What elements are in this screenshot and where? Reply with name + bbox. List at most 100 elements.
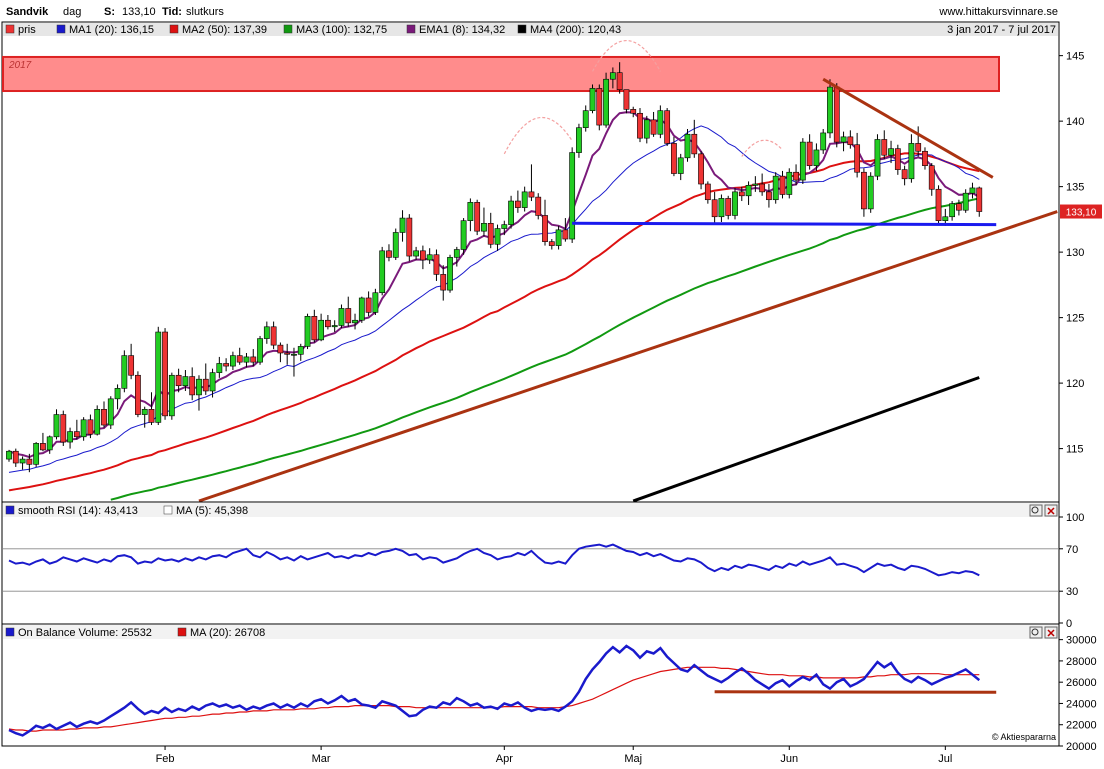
obv-line	[8, 644, 981, 737]
candle-down	[128, 355, 135, 376]
candle-up	[392, 232, 399, 258]
legend-swatch	[283, 24, 293, 34]
candle-up	[969, 187, 976, 194]
candle-up	[94, 409, 101, 435]
candle-down	[542, 215, 548, 242]
downtrend-line	[822, 77, 994, 179]
candle-down	[562, 229, 569, 240]
price-axis: 115 120 125 130 135 140 145 133,10	[1059, 51, 1102, 456]
candle-down	[738, 191, 745, 197]
time-label: Tid:	[162, 6, 182, 18]
candle-up	[799, 141, 806, 181]
candle-up	[257, 338, 263, 363]
candle-up	[481, 223, 487, 232]
candle-up	[243, 356, 250, 363]
candle-down	[854, 144, 861, 173]
candle-up	[107, 398, 114, 426]
candle-down	[148, 409, 155, 423]
legend-swatch	[5, 627, 15, 637]
obv-panel-buttons[interactable]	[1029, 626, 1058, 639]
candle-up	[942, 216, 949, 221]
candle-down	[616, 72, 623, 91]
rsi-legend: smooth RSI (14): 43,413 MA (5): 45,398	[5, 505, 248, 517]
candle-up	[589, 88, 596, 111]
candle-down	[623, 89, 630, 110]
candle-up	[338, 308, 345, 326]
uptrend-line	[198, 210, 1058, 503]
candle-down	[915, 143, 922, 152]
candle-down	[406, 217, 413, 257]
price-panel-frame	[1, 21, 1060, 503]
candle-down	[365, 297, 372, 313]
rsi-panel-frame	[1, 501, 1060, 625]
candle-up	[80, 419, 87, 438]
candle-up	[53, 414, 60, 438]
candle-down	[440, 274, 447, 291]
candle-up	[6, 450, 12, 460]
candle-down	[976, 187, 983, 212]
rsi-panel: smooth RSI (14): 43,413 MA (5): 45,398 0 3…	[1, 501, 1084, 630]
candle-down	[162, 331, 168, 417]
candle-up	[745, 185, 752, 197]
candle-down	[833, 86, 840, 143]
obv-tick-label: 30000	[1066, 635, 1097, 647]
candle-down	[847, 136, 854, 146]
obv-legend: On Balance Volume: 25532 MA (20): 26708	[5, 627, 265, 639]
x-tick-label: Feb	[156, 753, 175, 765]
legend-entry: EMA1 (8): 134,32	[419, 24, 505, 36]
rsi-tick-label: 0	[1066, 618, 1072, 630]
zoom-glass	[1031, 506, 1039, 514]
legend-swatch	[169, 24, 179, 34]
ma4-line	[632, 376, 980, 503]
obv-tick-label: 24000	[1066, 698, 1097, 710]
candle-down	[955, 203, 962, 211]
rsi-line	[8, 543, 980, 577]
candle-up	[358, 297, 365, 321]
obv-panel-frame	[1, 623, 1060, 747]
candle-up	[949, 203, 956, 218]
candle-down	[894, 148, 901, 170]
candle-up	[582, 110, 589, 128]
candle-down	[766, 191, 772, 201]
interval-label: dag	[63, 6, 81, 18]
candle-up	[603, 78, 609, 126]
candle-down	[637, 112, 643, 139]
x-tick-label: Jul	[938, 753, 952, 765]
rsi-panel-buttons[interactable]	[1029, 504, 1058, 517]
legend-entry: MA1 (20): 136,15	[69, 24, 154, 36]
rsi-lines	[3, 543, 1058, 592]
zoom-icon[interactable]	[1029, 504, 1043, 517]
candle-up	[33, 443, 40, 465]
ma2-line	[8, 152, 980, 492]
head-arc	[591, 40, 661, 72]
candle-up	[263, 326, 270, 339]
credit-label: © Aktiespararna	[992, 732, 1056, 742]
last-value: 133,10	[122, 6, 156, 18]
candle-down	[73, 431, 80, 438]
candle-down	[535, 196, 542, 216]
legend-entry: MA3 (100): 132,75	[296, 24, 387, 36]
candle-up	[874, 139, 881, 177]
candle-down	[40, 443, 46, 451]
candle-down	[698, 153, 704, 185]
candle-down	[202, 378, 209, 392]
candle-down	[433, 254, 440, 275]
ma3-line	[110, 197, 980, 501]
candle-down	[474, 202, 481, 232]
candle-down	[175, 374, 182, 387]
obv-tick-label: 20000	[1066, 741, 1097, 753]
candle-up	[820, 132, 827, 151]
candle-down	[725, 198, 732, 216]
candle-down	[779, 175, 786, 195]
candle-down	[101, 409, 107, 426]
candle-up	[460, 220, 467, 250]
zoom-icon[interactable]	[1029, 626, 1043, 639]
zoom-glass	[1031, 628, 1039, 636]
candle-down	[928, 165, 935, 190]
candle-down	[277, 344, 284, 354]
candle-up	[114, 388, 121, 400]
close-x	[1047, 507, 1055, 515]
time-value: slutkurs	[186, 6, 224, 18]
candle-down	[386, 250, 392, 258]
